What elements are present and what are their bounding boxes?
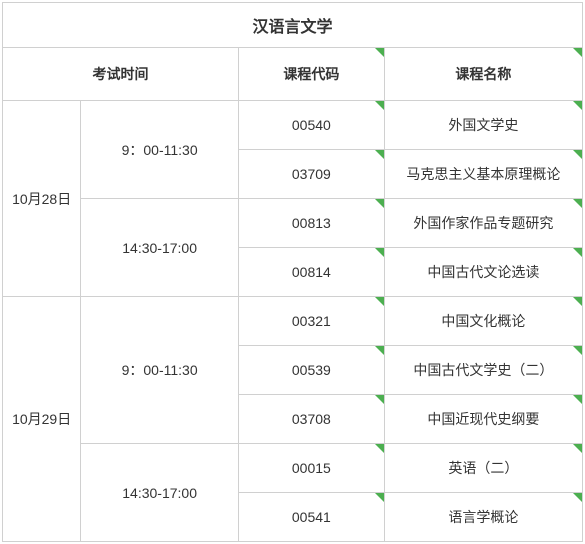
course-name-cell: 中国古代文学史（二） xyxy=(384,346,582,395)
accent-icon xyxy=(573,346,582,355)
course-code-cell: 00540 xyxy=(238,101,384,150)
accent-icon xyxy=(375,346,384,355)
accent-icon xyxy=(573,199,582,208)
accent-icon xyxy=(375,199,384,208)
accent-icon xyxy=(573,150,582,159)
course-name-cell: 中国近现代史纲要 xyxy=(384,395,582,444)
accent-icon xyxy=(375,444,384,453)
table-row: 10月29日 9：00-11:30 00321 中国文化概论 xyxy=(3,297,583,346)
header-exam-time: 考试时间 xyxy=(3,48,239,101)
course-name-cell: 外国作家作品专题研究 xyxy=(384,199,582,248)
table-header-row: 考试时间 课程代码 课程名称 xyxy=(3,48,583,101)
time-cell: 9：00-11:30 xyxy=(81,297,239,444)
date-cell: 10月29日 xyxy=(3,297,81,542)
accent-icon xyxy=(573,101,582,110)
accent-icon xyxy=(375,395,384,404)
date-cell: 10月28日 xyxy=(3,101,81,297)
header-course-name: 课程名称 xyxy=(384,48,582,101)
header-course-code: 课程代码 xyxy=(238,48,384,101)
accent-icon xyxy=(573,48,582,57)
course-name-cell: 马克思主义基本原理概论 xyxy=(384,150,582,199)
accent-icon xyxy=(375,150,384,159)
course-name-cell: 语言学概论 xyxy=(384,493,582,542)
accent-icon xyxy=(375,48,384,57)
accent-icon xyxy=(375,248,384,257)
course-code-cell: 03708 xyxy=(238,395,384,444)
course-name-cell: 中国文化概论 xyxy=(384,297,582,346)
accent-icon xyxy=(573,395,582,404)
course-code-cell: 00814 xyxy=(238,248,384,297)
table-title: 汉语言文学 xyxy=(3,3,583,48)
accent-icon xyxy=(573,248,582,257)
accent-icon xyxy=(375,493,384,502)
course-code-cell: 00541 xyxy=(238,493,384,542)
exam-schedule-table: 汉语言文学 考试时间 课程代码 课程名称 10月28日 9：00-11:30 0… xyxy=(2,2,583,542)
course-name-cell: 外国文学史 xyxy=(384,101,582,150)
course-code-cell: 00539 xyxy=(238,346,384,395)
accent-icon xyxy=(375,297,384,306)
table-row: 14:30-17:00 00015 英语（二） xyxy=(3,444,583,493)
table-row: 10月28日 9：00-11:30 00540 外国文学史 xyxy=(3,101,583,150)
accent-icon xyxy=(573,444,582,453)
table-row: 14:30-17:00 00813 外国作家作品专题研究 xyxy=(3,199,583,248)
accent-icon xyxy=(375,101,384,110)
table-title-row: 汉语言文学 xyxy=(3,3,583,48)
course-name-cell: 英语（二） xyxy=(384,444,582,493)
accent-icon xyxy=(573,297,582,306)
time-cell: 14:30-17:00 xyxy=(81,199,239,297)
time-cell: 14:30-17:00 xyxy=(81,444,239,542)
course-name-cell: 中国古代文论选读 xyxy=(384,248,582,297)
course-code-cell: 00813 xyxy=(238,199,384,248)
course-code-cell: 00015 xyxy=(238,444,384,493)
accent-icon xyxy=(573,493,582,502)
course-code-cell: 00321 xyxy=(238,297,384,346)
time-cell: 9：00-11:30 xyxy=(81,101,239,199)
course-code-cell: 03709 xyxy=(238,150,384,199)
